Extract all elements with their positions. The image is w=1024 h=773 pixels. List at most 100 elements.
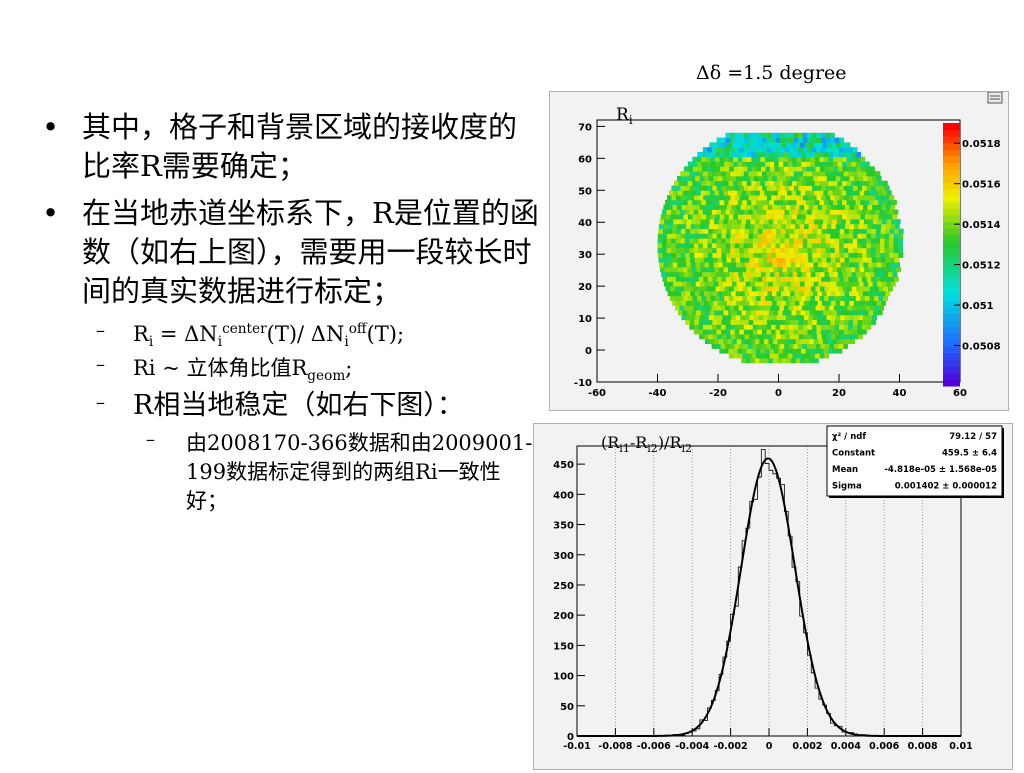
heatmap-cell bbox=[668, 281, 674, 287]
heatmap-cell bbox=[712, 195, 718, 201]
heatmap-cell bbox=[757, 238, 763, 244]
heatmap-cell bbox=[739, 228, 745, 234]
heatmap-cell bbox=[761, 171, 767, 177]
heatmap-cell bbox=[881, 262, 887, 268]
heatmap-cell bbox=[816, 132, 822, 138]
heatmap-cell bbox=[767, 290, 773, 297]
heatmap-cell bbox=[690, 175, 696, 182]
heatmap-cell bbox=[841, 190, 847, 196]
heatmap-cell bbox=[707, 238, 713, 244]
heatmap-cell bbox=[751, 295, 757, 301]
heatmap-cell bbox=[757, 233, 763, 239]
heatmap-cell bbox=[785, 334, 791, 340]
heatmap-cell bbox=[823, 348, 829, 354]
y-tick-label: 100 bbox=[553, 672, 574, 683]
heatmap-cell bbox=[822, 300, 827, 306]
heatmap-cell bbox=[680, 209, 686, 215]
heatmap-cell bbox=[812, 276, 818, 282]
heatmap-cell bbox=[766, 324, 772, 330]
heatmap-cell bbox=[737, 353, 743, 359]
heatmap-cell bbox=[691, 281, 697, 287]
heatmap-cell bbox=[796, 310, 801, 316]
heatmap-cell bbox=[722, 223, 728, 230]
heatmap-cell bbox=[862, 252, 868, 258]
heatmap-cell bbox=[866, 171, 872, 177]
heatmap-cell bbox=[828, 348, 834, 354]
heatmap-cell bbox=[742, 199, 748, 206]
heatmap-cell bbox=[793, 343, 799, 349]
heatmap-cell bbox=[759, 266, 765, 273]
heatmap-cell bbox=[843, 243, 849, 249]
heatmap-cell bbox=[702, 147, 708, 153]
heatmap-cell bbox=[709, 219, 715, 225]
heatmap-cell bbox=[673, 281, 678, 287]
heatmap-cell bbox=[805, 348, 811, 354]
canvas-menu-icon[interactable] bbox=[987, 91, 1003, 104]
color-scale-segment bbox=[943, 241, 960, 249]
heatmap-cell bbox=[665, 271, 671, 277]
heatmap-cell bbox=[784, 185, 790, 191]
heatmap-cell bbox=[711, 305, 717, 311]
heatmap-cell bbox=[800, 190, 806, 196]
y-tick-label: 350 bbox=[553, 521, 574, 532]
heatmap-cell bbox=[702, 209, 708, 215]
heatmap-cell bbox=[737, 310, 742, 316]
heatmap-cell bbox=[863, 262, 869, 268]
heatmap-cell bbox=[811, 305, 817, 311]
heatmap-cell bbox=[839, 147, 844, 153]
heatmap-cell bbox=[725, 185, 731, 191]
heatmap-cell bbox=[724, 305, 730, 311]
heatmap-cell bbox=[848, 319, 854, 325]
heatmap-cell bbox=[795, 223, 800, 230]
heatmap-cell bbox=[711, 343, 717, 349]
heatmap-cell bbox=[734, 324, 740, 330]
heatmap-cell bbox=[761, 132, 767, 138]
heatmap-cell bbox=[743, 238, 749, 244]
heatmap-cell bbox=[704, 204, 710, 210]
heatmap-cell bbox=[752, 132, 758, 138]
heatmap-cell bbox=[790, 290, 796, 297]
heatmap-cell bbox=[772, 358, 778, 364]
heatmap-cell bbox=[774, 151, 780, 158]
heatmap-cell bbox=[754, 142, 760, 148]
heatmap-cell bbox=[750, 219, 756, 225]
heatmap-cell bbox=[708, 228, 714, 234]
heatmap-cell bbox=[865, 166, 871, 172]
heatmap-cell bbox=[796, 190, 802, 196]
heatmap-cell bbox=[857, 243, 863, 249]
sub-sub-text: 由2008170-366数据和由2009001-199数据标定得到的两组Ri一致… bbox=[186, 431, 533, 513]
heatmap-cell bbox=[807, 334, 813, 340]
heatmap-cell bbox=[744, 257, 750, 263]
heatmap-cell bbox=[806, 286, 812, 292]
heatmap-cell bbox=[749, 175, 755, 182]
heatmap-cell bbox=[812, 300, 818, 306]
heatmap-cell bbox=[690, 204, 696, 210]
heatmap-cell bbox=[792, 271, 798, 277]
heatmap-cell bbox=[762, 290, 768, 297]
heatmap-cell bbox=[699, 257, 705, 263]
heatmap-cell bbox=[808, 257, 814, 263]
heatmap-cell bbox=[680, 171, 686, 177]
heatmap-cell bbox=[771, 319, 777, 325]
y-tick-label: 450 bbox=[553, 460, 574, 471]
heatmap-cell bbox=[766, 238, 772, 244]
heatmap-cell bbox=[725, 329, 731, 335]
heatmap-cell bbox=[698, 185, 704, 191]
heatmap-cell bbox=[668, 262, 674, 268]
heatmap-cell bbox=[853, 257, 859, 263]
heatmap-cell bbox=[771, 195, 777, 201]
color-scale-segment bbox=[943, 339, 960, 348]
heatmap-cell bbox=[744, 233, 749, 239]
heatmap-cell bbox=[856, 305, 862, 311]
heatmap-cell bbox=[807, 209, 813, 215]
heatmap-cell bbox=[710, 180, 716, 186]
heatmap-cell bbox=[842, 305, 848, 311]
heatmap-cell bbox=[823, 180, 829, 186]
stats-value: 79.12 / 57 bbox=[949, 432, 997, 442]
heatmap-cell bbox=[759, 338, 765, 345]
heatmap-cell bbox=[846, 199, 852, 206]
heatmap-cell bbox=[730, 238, 736, 244]
heatmap-cell bbox=[824, 305, 830, 311]
heatmap-cell bbox=[767, 223, 773, 230]
